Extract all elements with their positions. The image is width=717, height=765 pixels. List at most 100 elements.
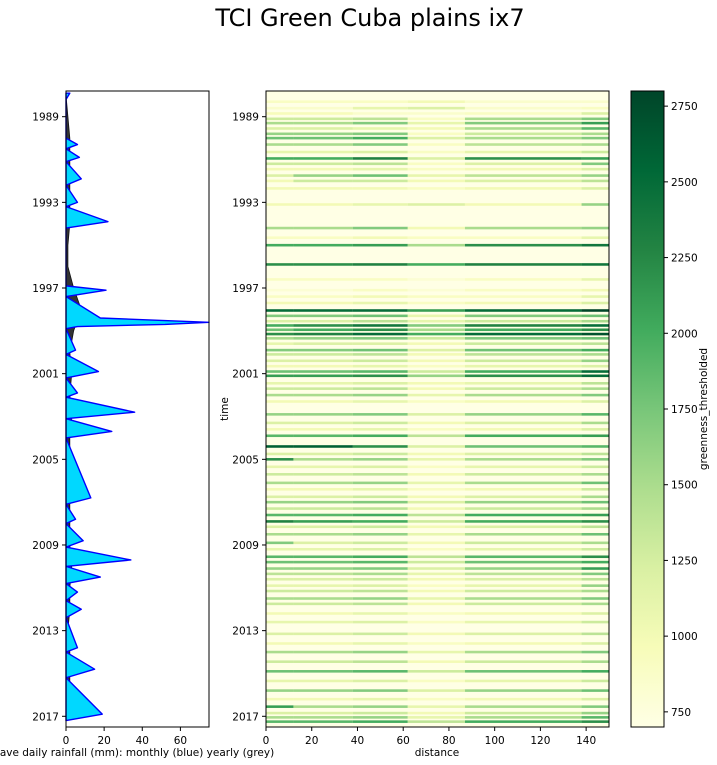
rainfall-axes-frame — [65, 90, 210, 728]
heatmap-cell — [266, 525, 294, 529]
heatmap-cell — [581, 452, 609, 456]
heatmap-cell — [464, 547, 582, 551]
heatmap-cell — [407, 670, 465, 673]
heatmap-cell — [293, 520, 353, 523]
time-tick-label: 2013 — [32, 626, 59, 638]
heatmap-cell — [407, 174, 465, 177]
heatmap-cell — [581, 413, 609, 416]
heatmap-cell — [293, 187, 353, 190]
heatmap-cell — [293, 236, 353, 239]
heatmap-cell — [407, 413, 465, 416]
heatmap-cell — [464, 711, 582, 715]
heatmap-cell — [407, 382, 465, 385]
heatmap-cell — [293, 567, 353, 570]
heatmap-cell — [581, 112, 609, 115]
heatmap-cell — [352, 452, 408, 456]
heatmap-cell — [352, 157, 408, 160]
time-tick-label: 2009 — [32, 540, 59, 552]
heatmap-cell — [352, 679, 408, 683]
heatmap-cell — [464, 309, 582, 312]
heatmap-cell — [581, 434, 609, 438]
heatmap-cell — [464, 716, 582, 719]
heatmap-cell — [464, 577, 582, 581]
heatmap-cell — [464, 589, 582, 593]
heatmap-cell — [266, 421, 294, 425]
heatmap-cell — [352, 100, 408, 103]
heatmap-cell — [464, 243, 582, 247]
heatmap-cell — [581, 179, 609, 183]
heatmap-cell — [464, 481, 582, 485]
heatmap-cell — [407, 374, 465, 378]
heatmap-cell — [581, 458, 609, 461]
heatmap-cell — [464, 179, 582, 183]
heatmap-cell — [407, 532, 465, 536]
heatmap-cell — [352, 632, 408, 636]
rainfall-x-tick-label: 60 — [174, 735, 187, 747]
heatmap-cell — [293, 150, 353, 154]
heatmap-cell — [464, 263, 582, 266]
heatmap-cell — [581, 226, 609, 230]
monthly-rainfall-area — [65, 92, 210, 722]
heatmap-cell — [266, 324, 294, 327]
heatmap-cell — [266, 532, 294, 536]
heatmap-cell — [293, 555, 353, 559]
time-tick-label: 1997 — [32, 283, 59, 295]
heatmap-cell — [581, 370, 609, 373]
heatmap-cell — [293, 393, 353, 397]
heatmap-cell — [293, 541, 353, 545]
heatmap-cell — [266, 632, 294, 636]
heatmap-cell — [352, 353, 408, 356]
heatmap-cell — [407, 507, 465, 510]
heatmap-cell — [266, 236, 294, 239]
heatmap-cell — [293, 679, 353, 683]
heatmap-cell — [407, 584, 465, 587]
time-tick-label: 2017 — [232, 711, 259, 723]
heatmap-cell — [352, 670, 408, 673]
heatmap-cell — [266, 342, 294, 345]
heatmap-cell — [581, 495, 609, 499]
heatmap-cell — [464, 370, 582, 373]
heatmap-cell — [352, 332, 408, 336]
heatmap-cell — [407, 421, 465, 425]
heatmap-cell — [407, 117, 465, 121]
heatmap-cell — [266, 495, 294, 499]
heatmap-cell — [407, 705, 465, 708]
heatmap-cell — [581, 143, 609, 146]
heatmap-cell — [266, 295, 294, 298]
heatmap-cell — [407, 445, 465, 448]
heatmap-cell — [293, 263, 353, 266]
heatmap-cell — [407, 226, 465, 230]
heatmap-cell — [352, 301, 408, 305]
heatmap-cell — [581, 187, 609, 190]
heatmap-cell — [464, 174, 582, 177]
heatmap-cell — [407, 332, 465, 336]
heatmap-cell — [266, 697, 294, 701]
heatmap-cell — [581, 584, 609, 587]
heatmap-cell — [266, 547, 294, 551]
heatmap-cell — [581, 132, 609, 136]
heatmap-cell — [581, 174, 609, 177]
heatmap-cell — [581, 547, 609, 551]
heatmap-cell — [293, 243, 353, 247]
heatmap-cell — [581, 364, 609, 368]
heatmap-cell — [581, 560, 609, 564]
heatmap-cell — [352, 513, 408, 517]
heatmap-cell — [581, 314, 609, 318]
time-tick-label: 2005 — [232, 454, 259, 466]
heatmap-cell — [407, 642, 465, 645]
heatmap-cell — [293, 370, 353, 373]
heatmap-cell — [352, 495, 408, 499]
heatmap-cell — [581, 525, 609, 529]
heatmap-cell — [352, 309, 408, 312]
heatmap-cell — [581, 288, 609, 292]
heatmap-cell — [266, 332, 294, 336]
heatmap-cell — [293, 157, 353, 160]
heatmap-cell — [352, 577, 408, 581]
heatmap-cell — [293, 697, 353, 701]
heatmap-cell — [352, 532, 408, 536]
heatmap-x-tick-label: 80 — [442, 735, 455, 747]
heatmap-cell — [293, 620, 353, 624]
heatmap-cell — [407, 428, 465, 431]
heatmap-cell — [581, 572, 609, 576]
heatmap-cell — [464, 597, 582, 600]
